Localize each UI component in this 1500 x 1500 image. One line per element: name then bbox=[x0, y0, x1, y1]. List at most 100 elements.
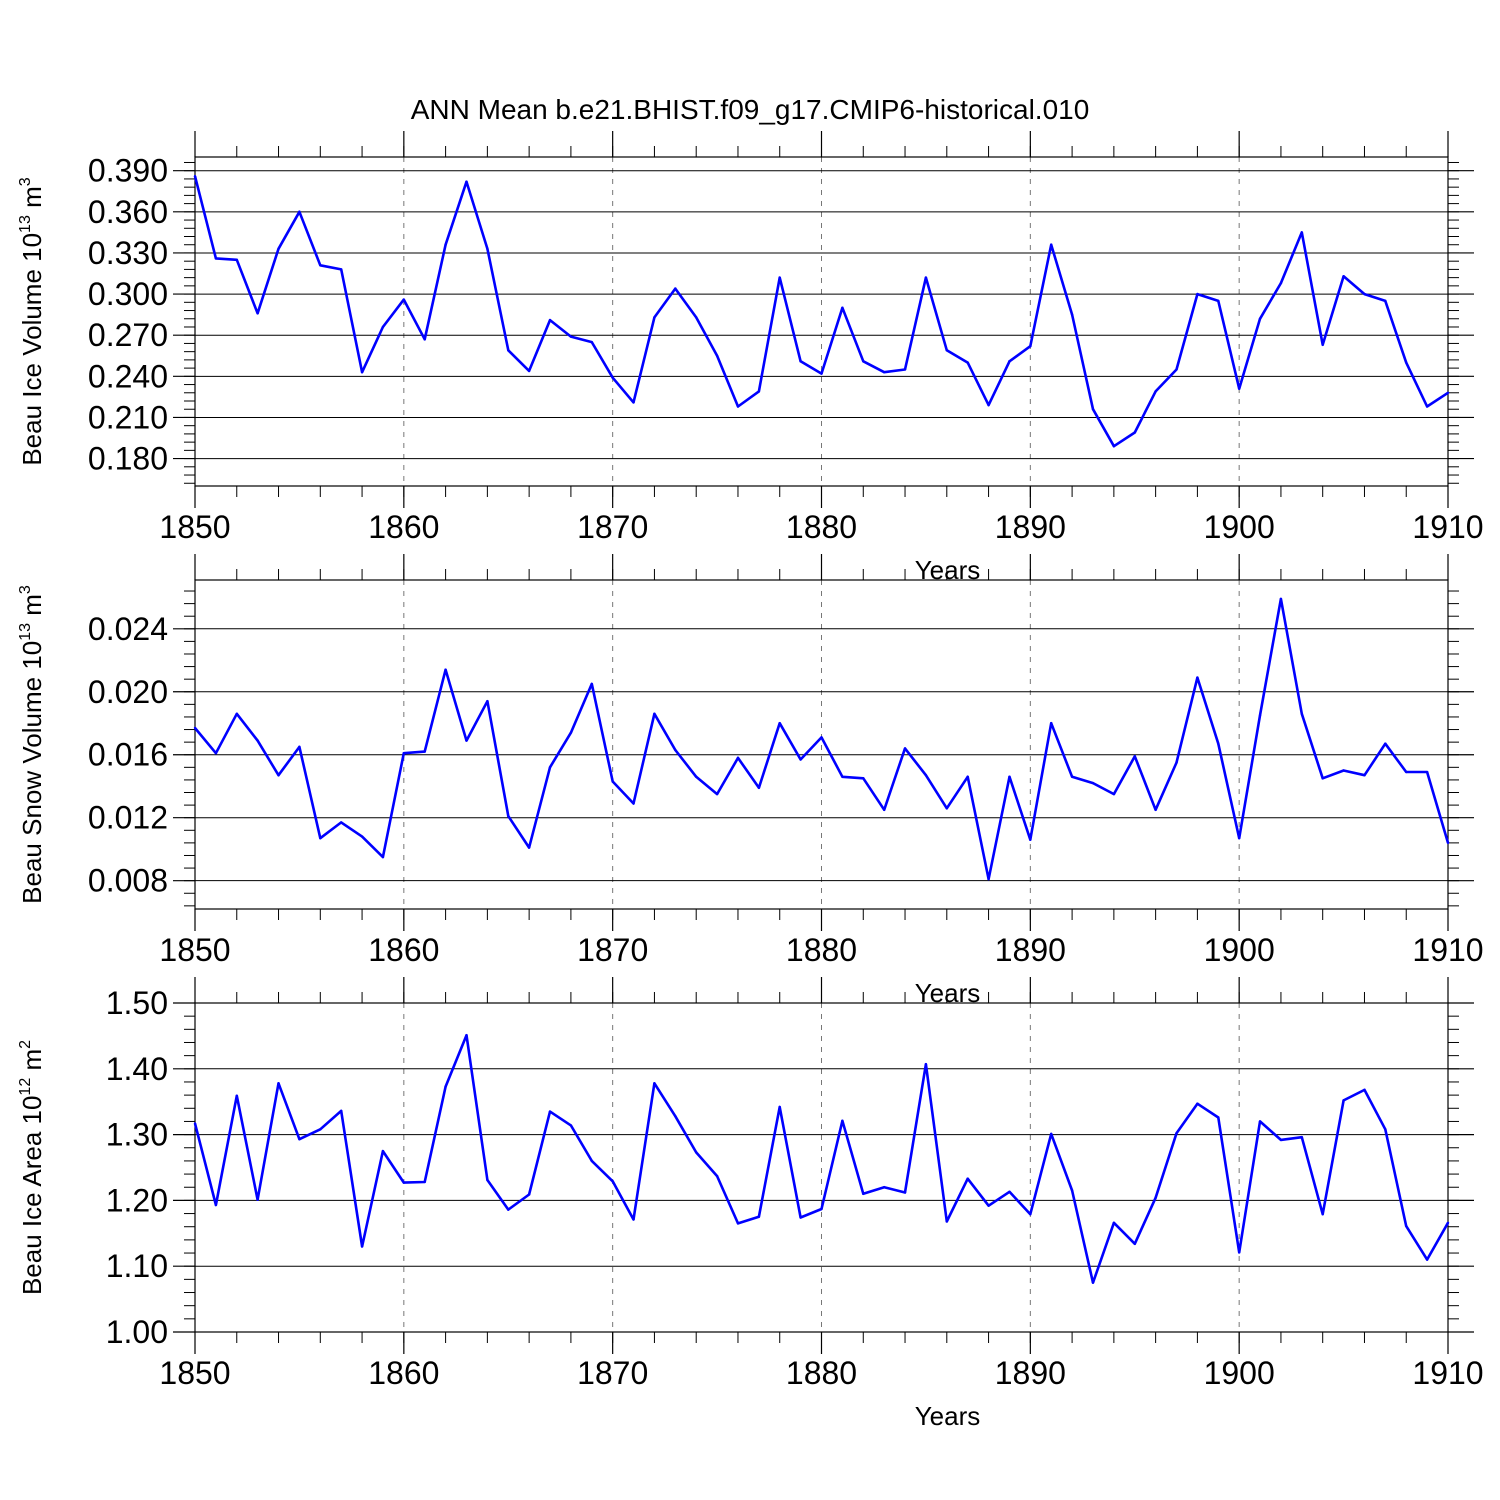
data-point bbox=[716, 793, 718, 795]
data-point bbox=[1238, 837, 1240, 839]
data-point bbox=[1363, 293, 1365, 295]
y-tick-label: 0.360 bbox=[88, 194, 168, 230]
data-point bbox=[1029, 839, 1031, 841]
x-tick-label: 1910 bbox=[1412, 1355, 1483, 1391]
x-tick-label: 1860 bbox=[368, 509, 439, 545]
data-point bbox=[695, 316, 697, 318]
y-axis-title-text: Beau Snow Volume 10 bbox=[17, 641, 47, 904]
data-point bbox=[528, 846, 530, 848]
data-point bbox=[465, 739, 467, 741]
data-point bbox=[653, 1082, 655, 1084]
data-point bbox=[1238, 387, 1240, 389]
data-point bbox=[403, 298, 405, 300]
data-point bbox=[1342, 1099, 1344, 1101]
data-point bbox=[632, 1218, 634, 1220]
data-point bbox=[298, 746, 300, 748]
x-tick-label: 1910 bbox=[1412, 509, 1483, 545]
data-point bbox=[549, 319, 551, 321]
data-point bbox=[632, 802, 634, 804]
data-point bbox=[277, 774, 279, 776]
data-point bbox=[925, 774, 927, 776]
data-point bbox=[1238, 1251, 1240, 1253]
data-point bbox=[820, 1208, 822, 1210]
data-point bbox=[674, 287, 676, 289]
data-point bbox=[1301, 713, 1303, 715]
data-point bbox=[1447, 1222, 1449, 1224]
y-tick-label: 0.270 bbox=[88, 317, 168, 353]
data-point bbox=[1280, 282, 1282, 284]
y-axis-title: Beau Ice Area 1012 m2 bbox=[17, 1040, 47, 1295]
data-point bbox=[966, 361, 968, 363]
data-point bbox=[1405, 771, 1407, 773]
y-axis-title-exponent: 12 bbox=[17, 1078, 34, 1096]
data-point bbox=[820, 372, 822, 374]
data-point bbox=[361, 1245, 363, 1247]
chart-panel-ice-area: 1.00 1.10 1.20 1.30 1.40 1.50 1850 1860 1870 1880… bbox=[17, 977, 1484, 1431]
y-tick-label: 0.012 bbox=[88, 800, 168, 836]
data-point bbox=[1342, 769, 1344, 771]
data-point bbox=[1071, 1189, 1073, 1191]
x-tick-label: 1880 bbox=[786, 509, 857, 545]
data-point bbox=[716, 355, 718, 357]
data-point bbox=[1008, 776, 1010, 778]
x-tick-label: 1910 bbox=[1412, 932, 1483, 968]
x-axis-title: Years bbox=[915, 1401, 981, 1431]
data-point bbox=[632, 401, 634, 403]
y-tick-label: 1.50 bbox=[106, 985, 168, 1021]
data-point bbox=[215, 752, 217, 754]
data-point bbox=[256, 739, 258, 741]
data-point bbox=[1322, 1213, 1324, 1215]
data-point bbox=[883, 371, 885, 373]
y-tick-label: 0.390 bbox=[88, 153, 168, 189]
y-tick-label: 1.20 bbox=[106, 1182, 168, 1218]
data-point bbox=[465, 180, 467, 182]
data-point bbox=[946, 1220, 948, 1222]
data-point bbox=[1154, 809, 1156, 811]
data-point bbox=[1363, 1089, 1365, 1091]
y-tick-label: 0.024 bbox=[88, 611, 168, 647]
data-point bbox=[987, 1204, 989, 1206]
x-tick-label: 1870 bbox=[577, 509, 648, 545]
data-point bbox=[1050, 722, 1052, 724]
y-tick-label: 1.10 bbox=[106, 1248, 168, 1284]
y-tick-label: 0.240 bbox=[88, 358, 168, 394]
x-tick-label: 1860 bbox=[368, 1355, 439, 1391]
x-tick-label: 1890 bbox=[995, 932, 1066, 968]
data-point bbox=[591, 683, 593, 685]
data-point bbox=[674, 1115, 676, 1117]
data-point bbox=[1363, 774, 1365, 776]
data-point bbox=[528, 370, 530, 372]
data-point bbox=[716, 1175, 718, 1177]
data-point bbox=[653, 713, 655, 715]
data-point bbox=[946, 349, 948, 351]
y-axis-title-text: Beau Ice Volume 10 bbox=[17, 233, 47, 466]
data-point bbox=[486, 1179, 488, 1181]
data-point bbox=[1092, 408, 1094, 410]
y-axis-title-text: m bbox=[17, 594, 47, 623]
data-point bbox=[215, 257, 217, 259]
data-point bbox=[1217, 1116, 1219, 1118]
data-point bbox=[862, 1193, 864, 1195]
data-point bbox=[1259, 318, 1261, 320]
y-axis-title-exponent: 13 bbox=[17, 623, 34, 641]
x-tick-label: 1870 bbox=[577, 1355, 648, 1391]
y-tick-label: 0.020 bbox=[88, 674, 168, 710]
data-point bbox=[340, 1110, 342, 1112]
data-point bbox=[966, 776, 968, 778]
data-point bbox=[236, 1095, 238, 1097]
data-point bbox=[528, 1193, 530, 1195]
data-point bbox=[486, 700, 488, 702]
data-point bbox=[570, 731, 572, 733]
data-point bbox=[1092, 782, 1094, 784]
data-point bbox=[1050, 244, 1052, 246]
data-point bbox=[444, 1085, 446, 1087]
data-point bbox=[1301, 1136, 1303, 1138]
data-point bbox=[841, 307, 843, 309]
data-point bbox=[194, 727, 196, 729]
y-axis-title: Beau Snow Volume 1013 m3 bbox=[17, 585, 47, 904]
chart-panel-snow-volume: 0.008 0.012 0.016 0.020 0.024 1850 1860 1870 188… bbox=[17, 554, 1484, 1008]
x-tick-label: 1850 bbox=[159, 509, 230, 545]
figure-canvas: ANN Mean b.e21.BHIST.f09_g17.CMIP6-histo… bbox=[0, 0, 1500, 1500]
data-point bbox=[403, 1181, 405, 1183]
data-point bbox=[611, 1180, 613, 1182]
